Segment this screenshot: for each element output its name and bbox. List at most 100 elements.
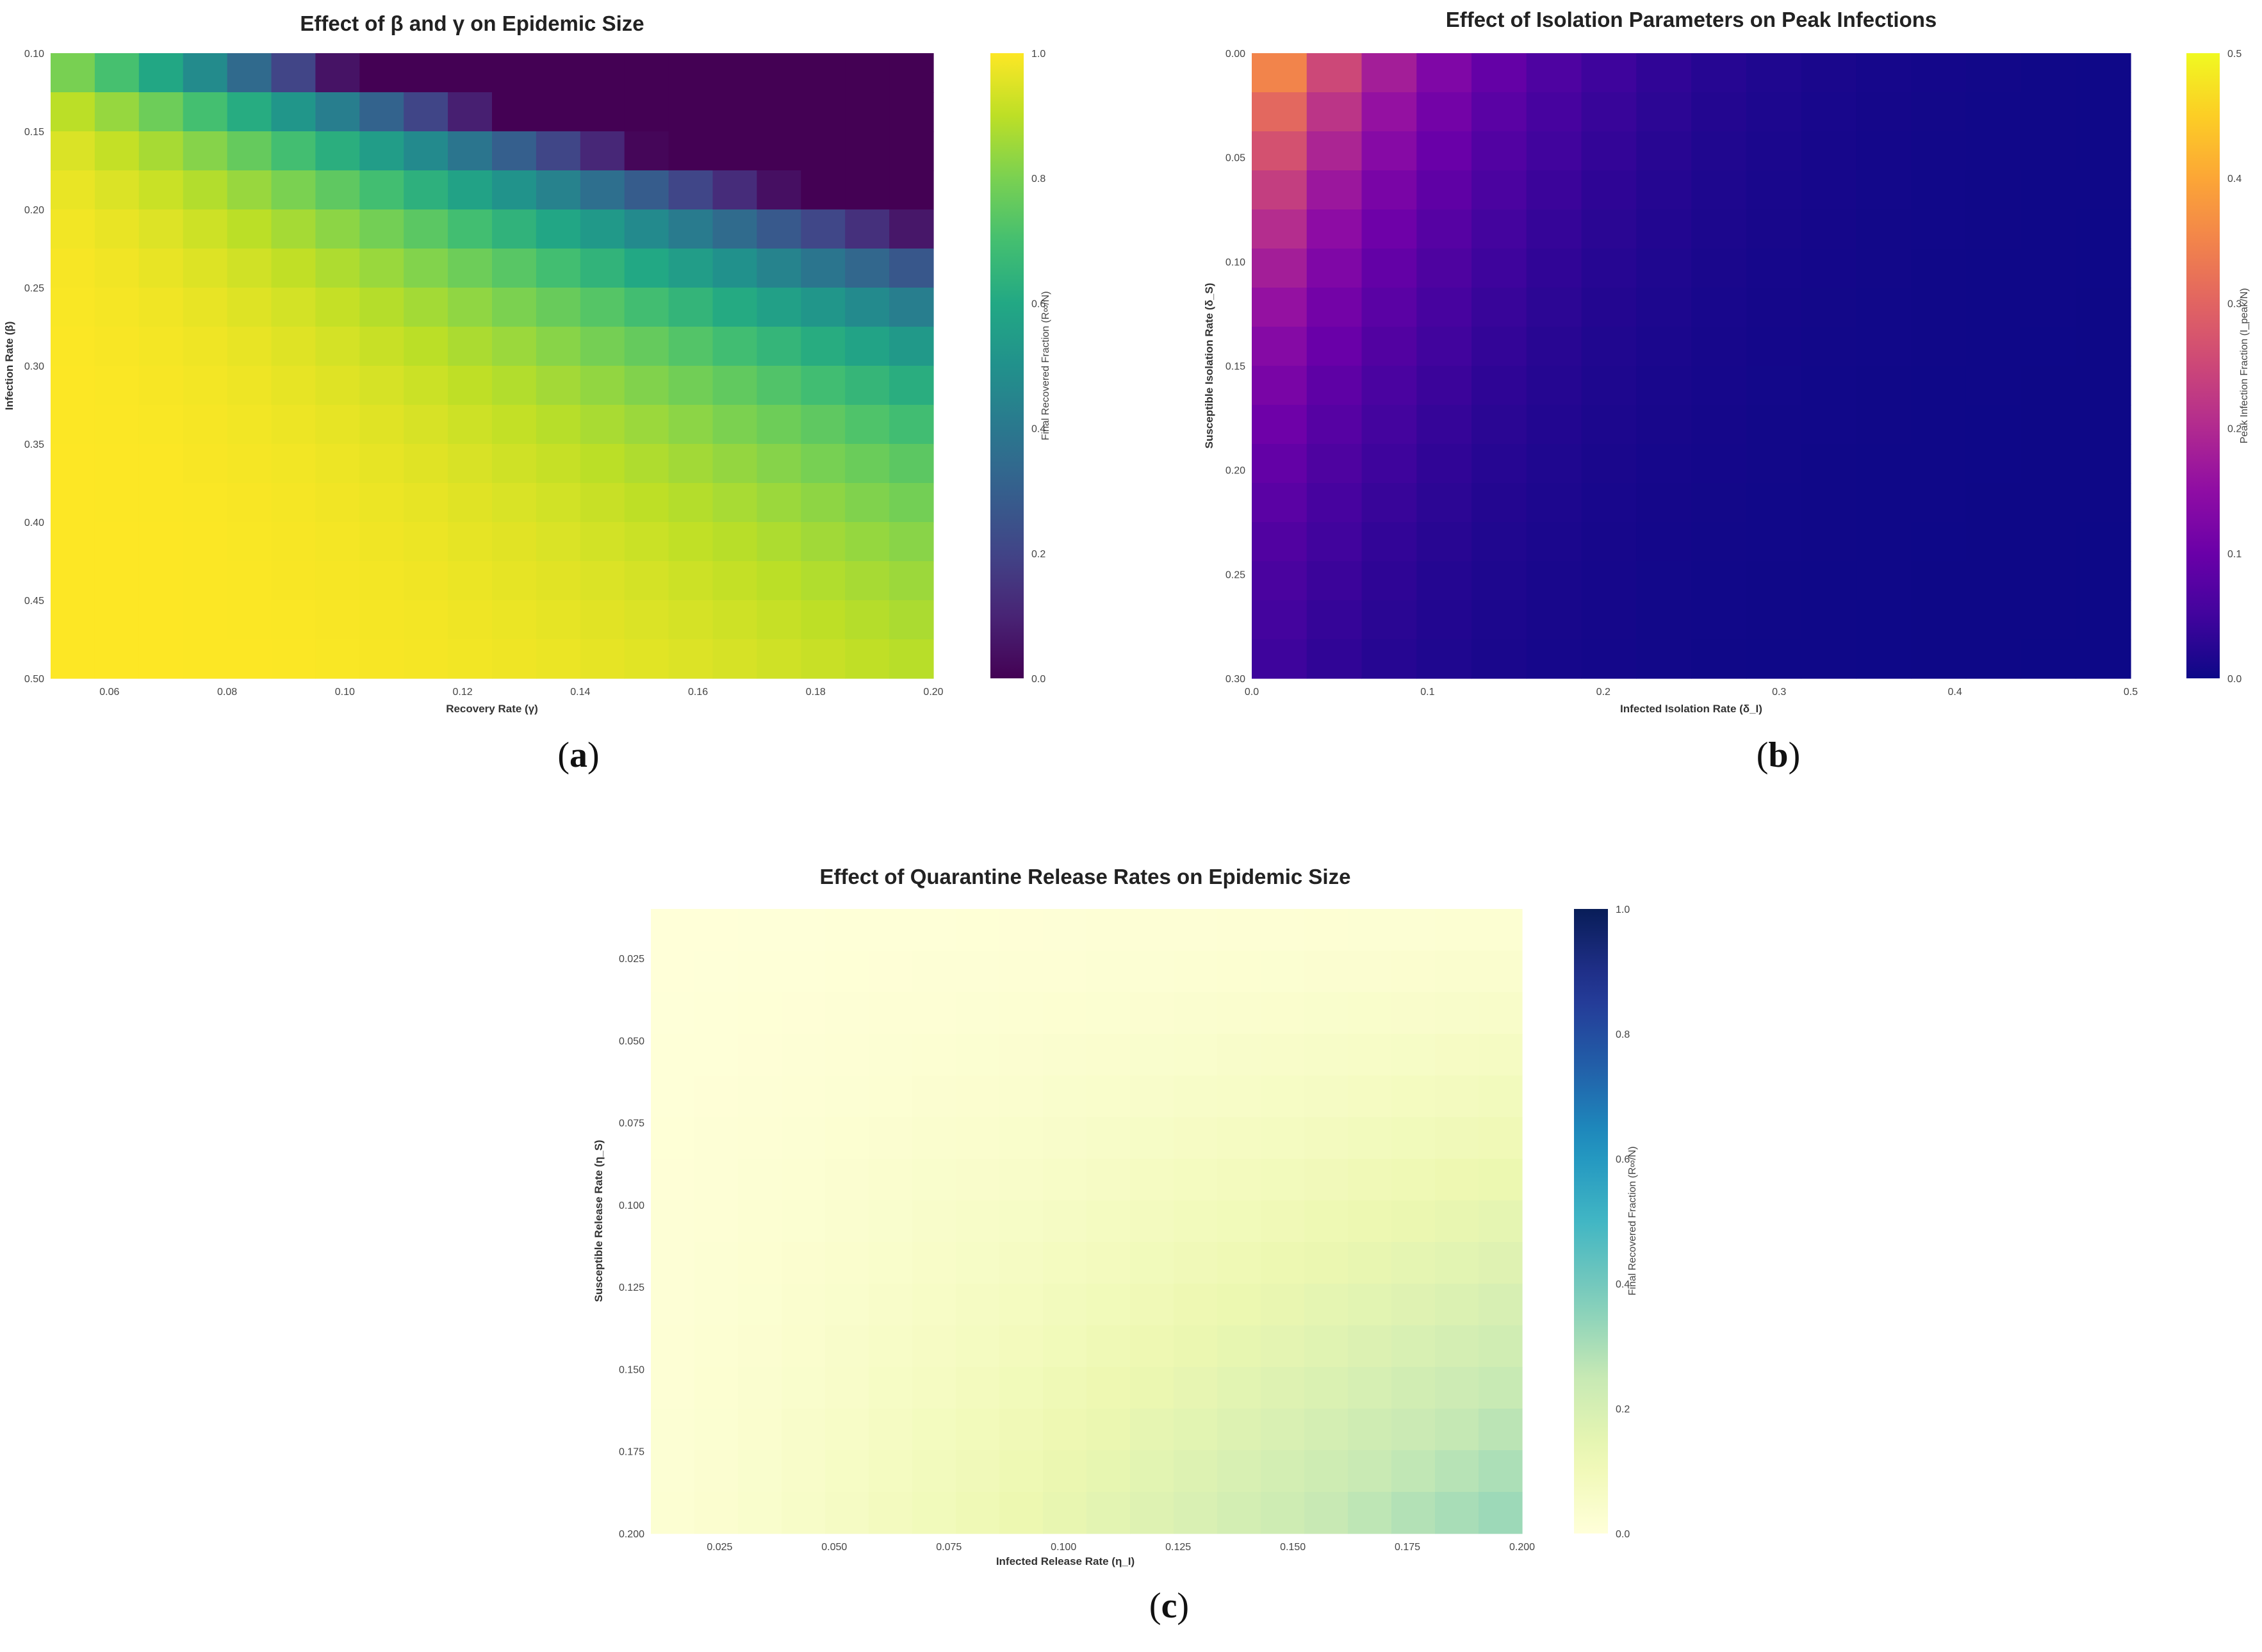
- heatmap-cell: [492, 288, 537, 327]
- heatmap-cell: [738, 992, 782, 1035]
- heatmap-cell: [94, 209, 140, 249]
- heatmap-cell: [738, 1450, 782, 1493]
- heatmap-cell: [825, 1075, 869, 1118]
- heatmap-cell: [668, 131, 714, 171]
- heatmap-cell: [51, 209, 95, 249]
- heatmap-cell: [492, 249, 537, 288]
- heatmap-cell: [651, 951, 695, 993]
- heatmap-cell: [651, 1117, 695, 1159]
- heatmap-cell: [1391, 1242, 1436, 1284]
- heatmap-cell: [869, 1325, 913, 1368]
- heatmap-cell: [227, 522, 272, 562]
- y-tick-label: 0.15: [1225, 361, 1245, 372]
- heatmap-cell: [183, 131, 228, 171]
- heatmap-cell: [183, 170, 228, 210]
- heatmap-cell: [1416, 170, 1472, 210]
- heatmap-cell: [1479, 1492, 1523, 1534]
- heatmap-cell: [694, 992, 739, 1035]
- x-axis-label: Recovery Rate (γ): [446, 703, 538, 715]
- heatmap-cell: [1856, 366, 1912, 405]
- heatmap-cell: [492, 405, 537, 445]
- heatmap-cell: [694, 951, 739, 993]
- heatmap-cell: [845, 444, 890, 484]
- heatmap-cell: [845, 131, 890, 171]
- heatmap-cell: [1965, 131, 2022, 171]
- x-tick-label: 0.2: [1596, 687, 1610, 698]
- heatmap-cell: [51, 522, 95, 562]
- heatmap-cell: [1306, 288, 1363, 327]
- heatmap-cell: [845, 92, 890, 132]
- heatmap-cell: [712, 327, 757, 366]
- heatmap-cell: [580, 53, 625, 93]
- heatmap-cell: [1636, 366, 1692, 405]
- heatmap-cell: [227, 53, 272, 93]
- heatmap-cell: [1581, 522, 1637, 562]
- heatmap-cell: [1043, 1284, 1087, 1326]
- colorbar-tick-label: 0.2: [2227, 424, 2242, 435]
- heatmap-cell: [1911, 53, 1967, 93]
- heatmap-cell: [1856, 209, 1912, 249]
- heatmap-cell: [1348, 1325, 1392, 1368]
- heatmap-cell: [956, 1325, 1000, 1368]
- heatmap-cell: [801, 53, 846, 93]
- heatmap-cell: [694, 1450, 739, 1493]
- heatmap-cell: [624, 131, 669, 171]
- heatmap-cell: [738, 951, 782, 993]
- heatmap-cell: [624, 522, 669, 562]
- y-tick-label: 0.25: [24, 283, 44, 294]
- heatmap-cell: [738, 1117, 782, 1159]
- heatmap-cell: [869, 1200, 913, 1243]
- heatmap-cell: [1746, 53, 1802, 93]
- heatmap-cell: [227, 639, 272, 679]
- heatmap-cell: [2020, 444, 2076, 484]
- heatmap-cell: [94, 405, 140, 445]
- heatmap-cell: [536, 249, 581, 288]
- heatmap-cell: [2020, 170, 2076, 210]
- heatmap-cell: [2076, 366, 2131, 405]
- heatmap-cell: [2020, 522, 2076, 562]
- heatmap-cell: [1435, 1159, 1479, 1201]
- heatmap-cell: [889, 444, 934, 484]
- heatmap-cell: [1435, 992, 1479, 1035]
- heatmap-cell: [1801, 92, 1856, 132]
- heatmap-cell: [738, 1409, 782, 1451]
- heatmap-cell: [668, 170, 714, 210]
- heatmap-cell: [1435, 1492, 1479, 1534]
- heatmap-cell: [1856, 600, 1912, 640]
- x-tick-label: 0.10: [335, 687, 355, 698]
- heatmap-cell: [536, 639, 581, 679]
- heatmap-cell: [1801, 209, 1856, 249]
- heatmap-cell: [757, 444, 801, 484]
- heatmap-cell: [1911, 288, 1967, 327]
- y-tick-label: 0.45: [24, 596, 44, 607]
- heatmap-cell: [651, 1409, 695, 1451]
- heatmap-cell: [227, 561, 272, 601]
- heatmap-cell: [1801, 600, 1856, 640]
- heatmap-cell: [1479, 1242, 1523, 1284]
- heatmap-cell: [1306, 131, 1363, 171]
- heatmap-cell: [1479, 992, 1523, 1035]
- heatmap-cell: [757, 600, 801, 640]
- heatmap-cell: [94, 249, 140, 288]
- heatmap-cell: [1361, 483, 1417, 523]
- heatmap-cell: [359, 327, 404, 366]
- heatmap-cell: [1086, 1034, 1131, 1076]
- y-tick-label: 0.050: [619, 1036, 644, 1047]
- heatmap-cell: [1174, 1492, 1218, 1534]
- heatmap-cell: [1965, 483, 2022, 523]
- heatmap-cell: [1581, 405, 1637, 445]
- heatmap-cell: [1911, 600, 1967, 640]
- heatmap-cell: [448, 444, 493, 484]
- heatmap-cell: [51, 600, 95, 640]
- heatmap-cell: [271, 288, 316, 327]
- heatmap-cell: [492, 209, 537, 249]
- heatmap-cell: [315, 131, 360, 171]
- heatmap-cell: [1856, 522, 1912, 562]
- heatmap-cell: [492, 366, 537, 405]
- heatmap-cell: [183, 288, 228, 327]
- heatmap-cell: [404, 639, 448, 679]
- heatmap-cell: [1911, 249, 1967, 288]
- heatmap-cell: [1965, 249, 2022, 288]
- heatmap-cell: [1636, 288, 1692, 327]
